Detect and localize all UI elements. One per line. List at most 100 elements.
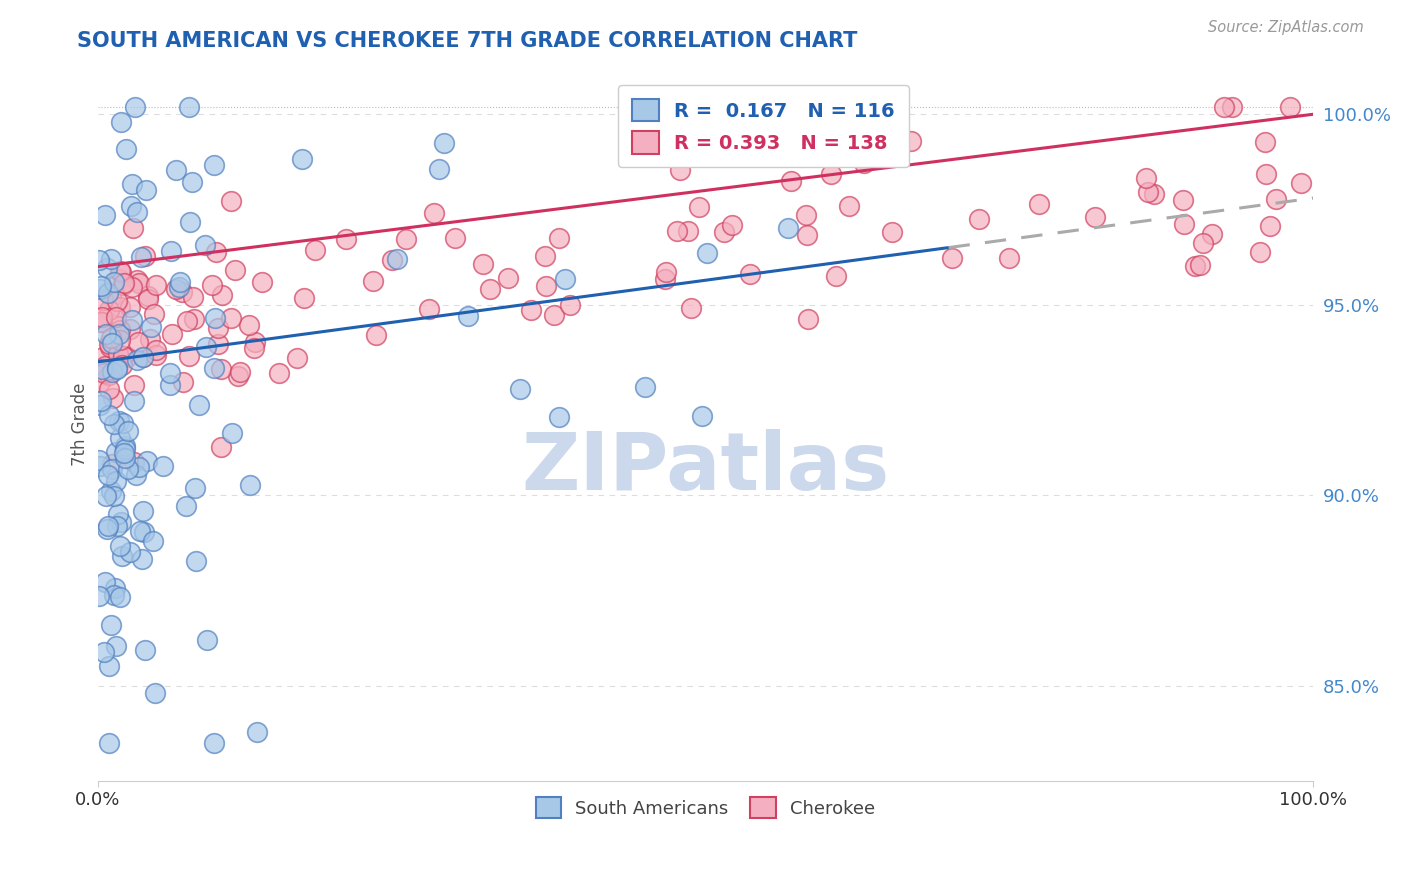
- Point: [110, 265, 132, 279]
- Point: [496, 270, 519, 285]
- Point: [194, 238, 217, 252]
- Point: [128, 524, 150, 539]
- Point: [132, 504, 155, 518]
- Point: [103, 489, 125, 503]
- Point: [170, 285, 193, 299]
- Point: [103, 588, 125, 602]
- Text: SOUTH AMERICAN VS CHEROKEE 7TH GRADE CORRELATION CHART: SOUTH AMERICAN VS CHEROKEE 7TH GRADE COR…: [77, 31, 858, 51]
- Point: [98, 736, 121, 750]
- Point: [90, 394, 112, 409]
- Point: [655, 265, 678, 279]
- Point: [127, 334, 149, 349]
- Text: ZIPatlas: ZIPatlas: [522, 428, 890, 507]
- Point: [177, 100, 200, 114]
- Point: [108, 300, 131, 314]
- Point: [179, 214, 201, 228]
- Point: [97, 408, 120, 422]
- Point: [105, 310, 128, 324]
- Point: [100, 462, 122, 476]
- Point: [111, 359, 134, 373]
- Point: [93, 366, 115, 380]
- Point: [103, 275, 125, 289]
- Point: [202, 736, 225, 750]
- Point: [145, 348, 167, 362]
- Point: [94, 326, 117, 341]
- Point: [243, 341, 266, 355]
- Point: [107, 327, 129, 342]
- Point: [97, 286, 120, 301]
- Point: [778, 221, 800, 235]
- Point: [188, 399, 211, 413]
- Point: [138, 332, 160, 346]
- Point: [479, 282, 502, 296]
- Point: [794, 208, 817, 222]
- Point: [128, 459, 150, 474]
- Point: [1028, 196, 1050, 211]
- Point: [1084, 211, 1107, 225]
- Point: [681, 301, 703, 316]
- Point: [100, 618, 122, 632]
- Point: [124, 100, 146, 114]
- Point: [98, 303, 121, 318]
- Point: [1249, 244, 1271, 259]
- Point: [110, 515, 132, 529]
- Point: [169, 275, 191, 289]
- Point: [229, 365, 252, 379]
- Point: [129, 251, 152, 265]
- Point: [335, 232, 357, 246]
- Point: [160, 327, 183, 342]
- Point: [423, 205, 446, 219]
- Point: [1201, 227, 1223, 241]
- Point: [145, 343, 167, 357]
- Point: [104, 444, 127, 458]
- Point: [145, 278, 167, 293]
- Point: [292, 291, 315, 305]
- Point: [1136, 185, 1159, 199]
- Point: [120, 199, 142, 213]
- Point: [183, 312, 205, 326]
- Point: [226, 369, 249, 384]
- Point: [114, 439, 136, 453]
- Point: [100, 290, 122, 304]
- Point: [172, 376, 194, 390]
- Point: [108, 333, 131, 347]
- Point: [1254, 168, 1277, 182]
- Point: [89, 459, 111, 474]
- Point: [98, 382, 121, 396]
- Point: [108, 431, 131, 445]
- Point: [117, 350, 139, 364]
- Point: [267, 366, 290, 380]
- Point: [221, 425, 243, 440]
- Point: [107, 507, 129, 521]
- Point: [136, 454, 159, 468]
- Point: [457, 309, 479, 323]
- Point: [94, 489, 117, 503]
- Point: [93, 645, 115, 659]
- Point: [142, 534, 165, 549]
- Point: [176, 314, 198, 328]
- Point: [250, 275, 273, 289]
- Point: [797, 311, 820, 326]
- Point: [676, 224, 699, 238]
- Point: [108, 264, 131, 278]
- Point: [107, 272, 129, 286]
- Point: [90, 362, 112, 376]
- Point: [444, 230, 467, 244]
- Point: [1192, 236, 1215, 251]
- Point: [548, 410, 571, 425]
- Point: [98, 340, 121, 354]
- Point: [179, 349, 201, 363]
- Point: [472, 257, 495, 271]
- Point: [125, 352, 148, 367]
- Point: [243, 334, 266, 349]
- Point: [96, 260, 118, 275]
- Point: [740, 268, 762, 282]
- Point: [93, 208, 115, 222]
- Point: [105, 518, 128, 533]
- Point: [361, 274, 384, 288]
- Point: [128, 276, 150, 290]
- Point: [558, 298, 581, 312]
- Point: [143, 686, 166, 700]
- Point: [534, 249, 557, 263]
- Point: [122, 455, 145, 469]
